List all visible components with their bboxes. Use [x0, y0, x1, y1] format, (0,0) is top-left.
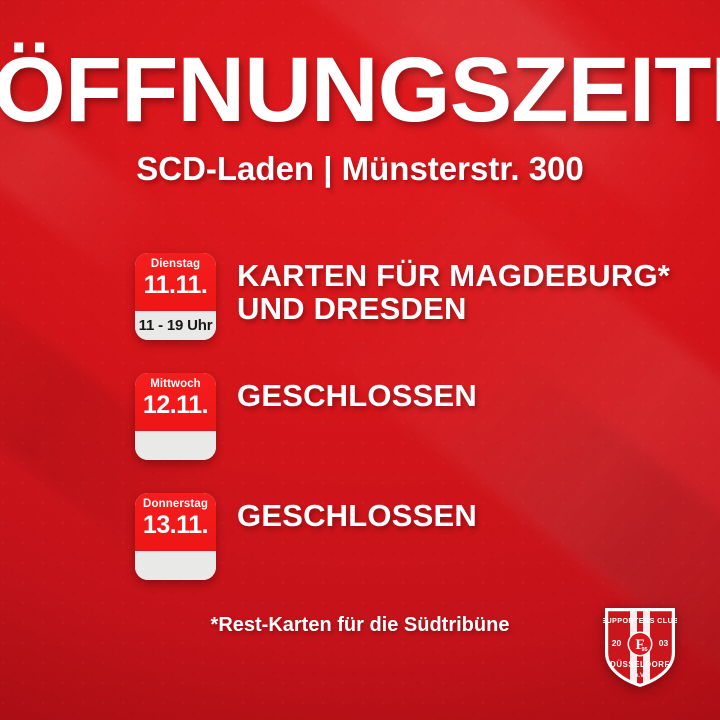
- badge-top-text: SUPPORTERS CLUB: [603, 616, 677, 625]
- date-card-footer: 11 - 19 Uhr: [135, 311, 216, 340]
- date-card-header: Mittwoch 12.11.: [135, 373, 216, 431]
- date-card-header: Donnerstag 13.11.: [135, 493, 216, 551]
- badge-border: [605, 608, 675, 687]
- page-title: ÖFFNUNGSZEITEN: [0, 39, 720, 141]
- date-card-footer: [135, 551, 216, 580]
- badge-year-right: 03: [659, 638, 669, 648]
- date-card-day: Dienstag: [150, 258, 201, 270]
- date-card-footer: [135, 431, 216, 460]
- schedule-row-label: GESCHLOSSEN: [237, 493, 477, 532]
- date-card-header: Dienstag 11.11.: [135, 253, 216, 311]
- page-subtitle: SCD-Laden | Münsterstr. 300: [136, 150, 584, 188]
- schedule-row-label: GESCHLOSSEN: [237, 373, 477, 412]
- date-card-day: Donnerstag: [143, 498, 208, 510]
- footnote: *Rest-Karten für die Südtribüne: [210, 614, 510, 636]
- schedule-row-label-line1: GESCHLOSSEN: [237, 498, 477, 533]
- schedule-row: Mittwoch 12.11. GESCHLOSSEN: [135, 373, 605, 493]
- poster-header: ÖFFNUNGSZEITEN SCD-Laden | Münsterstr. 3…: [0, 39, 720, 188]
- schedule-row-label: KARTEN FÜR MAGDEBURG* UND DRESDEN: [237, 253, 670, 325]
- schedule-row-label-line2: UND DRESDEN: [237, 291, 467, 327]
- date-card: Dienstag 11.11. 11 - 19 Uhr: [135, 253, 216, 340]
- schedule-row: Dienstag 11.11. 11 - 19 Uhr KARTEN FÜR M…: [135, 253, 670, 373]
- schedule-row-label-line1: GESCHLOSSEN: [237, 378, 477, 413]
- date-card-date: 13.11.: [142, 510, 209, 539]
- date-card: Mittwoch 12.11.: [135, 373, 216, 460]
- badge-monogram-inner: [629, 633, 651, 655]
- badge-bottom-text: DÜSSELDORF: [610, 660, 670, 669]
- date-card-day: Mittwoch: [150, 378, 201, 390]
- schedule-row-label-line1: KARTEN FÜR MAGDEBURG*: [237, 258, 671, 293]
- badge-sub-text: e.V.: [635, 673, 645, 679]
- date-card: Donnerstag 13.11.: [135, 493, 216, 580]
- date-card-date: 12.11.: [142, 390, 209, 419]
- schedule-row: Donnerstag 13.11. GESCHLOSSEN: [135, 493, 605, 613]
- date-card-hours: 11 - 19 Uhr: [138, 317, 213, 334]
- schedule-list: Dienstag 11.11. 11 - 19 Uhr KARTEN FÜR M…: [135, 253, 670, 613]
- badge-year-left: 20: [612, 638, 622, 648]
- date-card-date: 11.11.: [143, 270, 208, 299]
- badge-monogram: F: [635, 637, 644, 653]
- supporters-club-badge-icon: SUPPORTERS CLUB 20 03 F 95 DÜSSELDORF e.…: [601, 606, 678, 688]
- badge-monogram-sub: 95: [641, 647, 647, 653]
